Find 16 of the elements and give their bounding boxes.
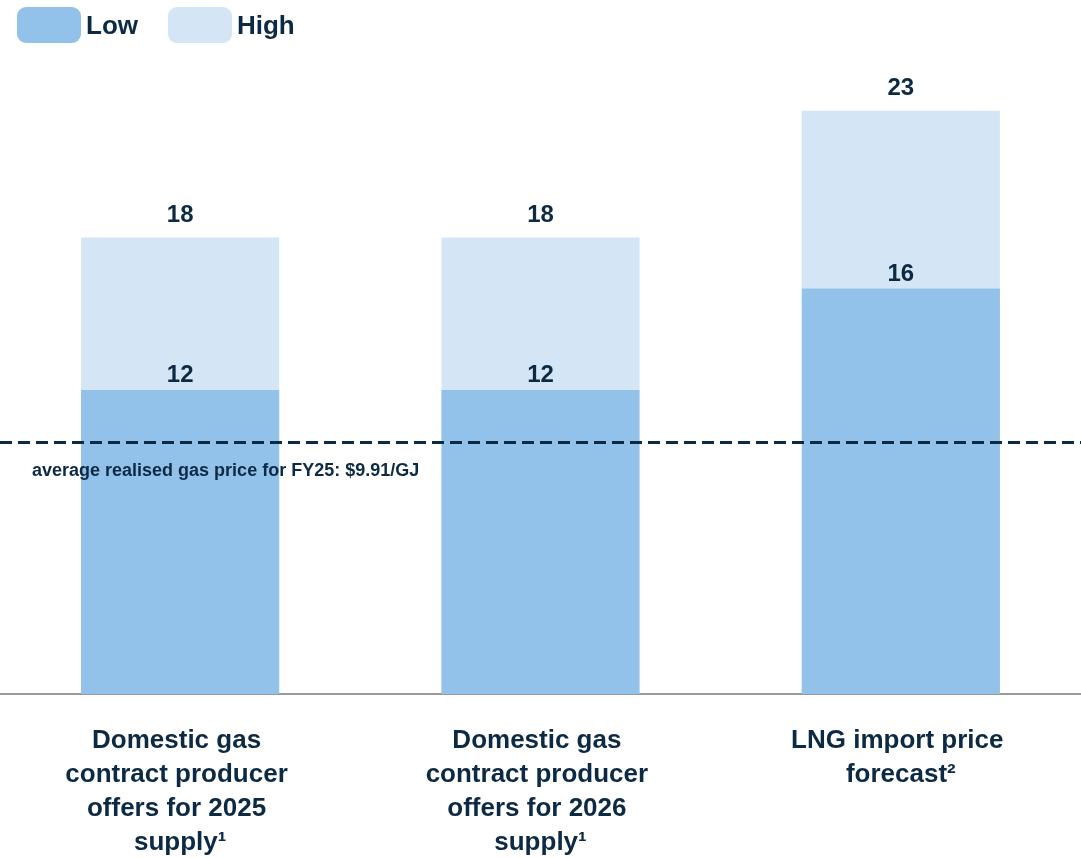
total-label: 18 [527, 200, 554, 228]
legend-label: Low [86, 10, 139, 40]
legend-label: High [236, 10, 295, 40]
bar [801, 110, 1000, 289]
total-label: 23 [887, 73, 915, 101]
x-tick-label: LNG import price forecast² [791, 724, 1011, 788]
x-tick-label: Domestic gas contract producer offers for 2025 supply¹ [65, 724, 296, 856]
total-label: 18 [166, 200, 194, 228]
data-label: 12 [166, 360, 194, 388]
bar [81, 237, 280, 390]
data-label: 16 [887, 258, 915, 286]
x-tick-label: Domestic gas contract producer offers for 2026 supply¹ [425, 724, 656, 856]
bar [441, 237, 640, 390]
bar [801, 288, 1000, 694]
data-label: 12 [527, 360, 554, 388]
bar [441, 389, 640, 694]
